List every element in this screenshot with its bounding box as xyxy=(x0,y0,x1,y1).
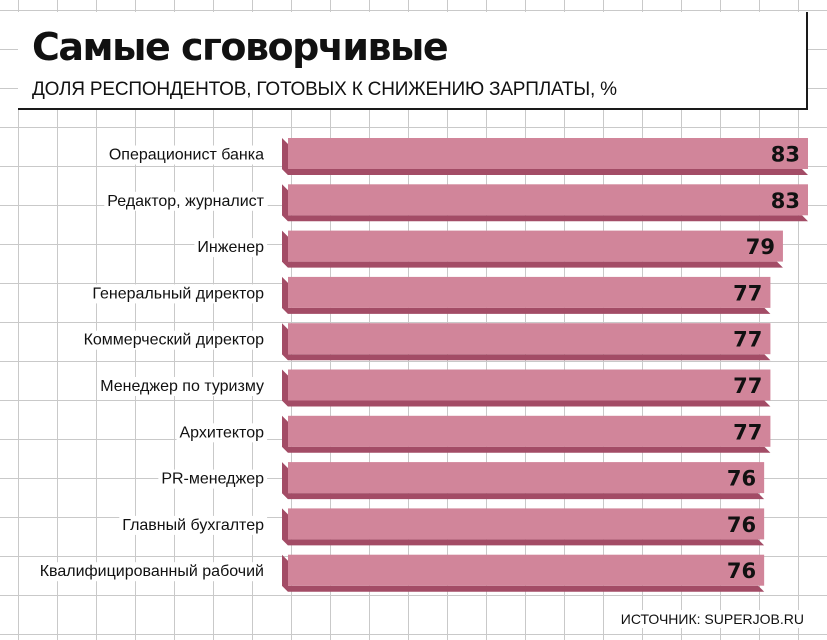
category-label-bg xyxy=(176,423,268,443)
bar-bottom-edge xyxy=(282,493,765,500)
category-label-bg xyxy=(194,238,268,258)
bar-left-edge xyxy=(282,369,288,407)
category-label-bg xyxy=(158,469,268,489)
bar-bottom-edge xyxy=(282,400,771,407)
chart-subtitle: ДОЛЯ РЕСПОНДЕНТОВ, ГОТОВЫХ К СНИЖЕНИЮ ЗА… xyxy=(32,79,617,100)
source-note: ИСТОЧНИК: SUPERJOB.RU xyxy=(617,610,807,628)
bar xyxy=(288,276,771,308)
category-label: Архитектор xyxy=(180,424,265,441)
category-label: PR-менеджер xyxy=(161,471,264,488)
value-label: 76 xyxy=(727,467,756,491)
chart-title: Самые сговорчивые xyxy=(32,25,449,69)
value-label: 77 xyxy=(733,420,762,444)
bar-bottom-edge xyxy=(282,215,808,222)
category-label: Менеджер по туризму xyxy=(100,378,264,395)
value-label: 77 xyxy=(733,328,762,352)
category-label-bg xyxy=(97,377,267,396)
bar-left-edge xyxy=(282,554,288,592)
category-label: Квалифицированный рабочий xyxy=(40,563,264,580)
bar xyxy=(288,323,771,355)
bar-bottom-edge xyxy=(282,307,771,314)
bar-left-edge xyxy=(282,184,288,222)
bar-bottom-edge xyxy=(282,261,783,268)
category-label-bg xyxy=(89,284,268,304)
category-label: Главный бухгалтер xyxy=(122,517,264,534)
bar xyxy=(288,138,808,169)
category-label: Генеральный директор xyxy=(92,285,264,302)
value-label: 76 xyxy=(727,513,756,537)
category-label-bg xyxy=(80,330,268,350)
category-label-bg xyxy=(119,515,268,535)
bar-left-edge xyxy=(282,276,288,314)
bar-left-edge xyxy=(282,138,288,175)
bar-left-edge xyxy=(282,323,288,361)
category-label: Операционист банка xyxy=(109,147,264,164)
bar-bottom-edge xyxy=(282,585,765,592)
bar-bottom-edge xyxy=(282,539,765,546)
value-label: 76 xyxy=(727,559,756,583)
bar-left-edge xyxy=(282,415,288,453)
category-label-bg xyxy=(104,191,268,211)
bar xyxy=(288,508,765,540)
category-label: Инженер xyxy=(197,239,264,256)
bar xyxy=(288,230,783,262)
bar-bottom-edge xyxy=(282,169,808,175)
category-label-bg xyxy=(105,145,268,165)
value-label: 83 xyxy=(771,189,800,213)
bar-left-edge xyxy=(282,508,288,546)
bar xyxy=(288,184,808,216)
bar xyxy=(288,554,765,586)
bar-left-edge xyxy=(282,230,288,268)
bar xyxy=(288,462,765,494)
category-label: Редактор, журналист xyxy=(107,193,264,210)
bar-bottom-edge xyxy=(282,354,771,361)
bar-left-edge xyxy=(282,462,288,500)
category-label: Коммерческий директор xyxy=(84,332,265,349)
bar xyxy=(288,369,771,401)
bar xyxy=(288,415,771,447)
value-label: 77 xyxy=(733,374,762,398)
category-label-bg xyxy=(36,562,267,582)
bar-bottom-edge xyxy=(282,446,771,453)
value-label: 79 xyxy=(746,235,775,259)
value-label: 83 xyxy=(771,143,800,167)
chart-header: Самые сговорчивые ДОЛЯ РЕСПОНДЕНТОВ, ГОТ… xyxy=(18,12,808,110)
value-label: 77 xyxy=(733,281,762,305)
